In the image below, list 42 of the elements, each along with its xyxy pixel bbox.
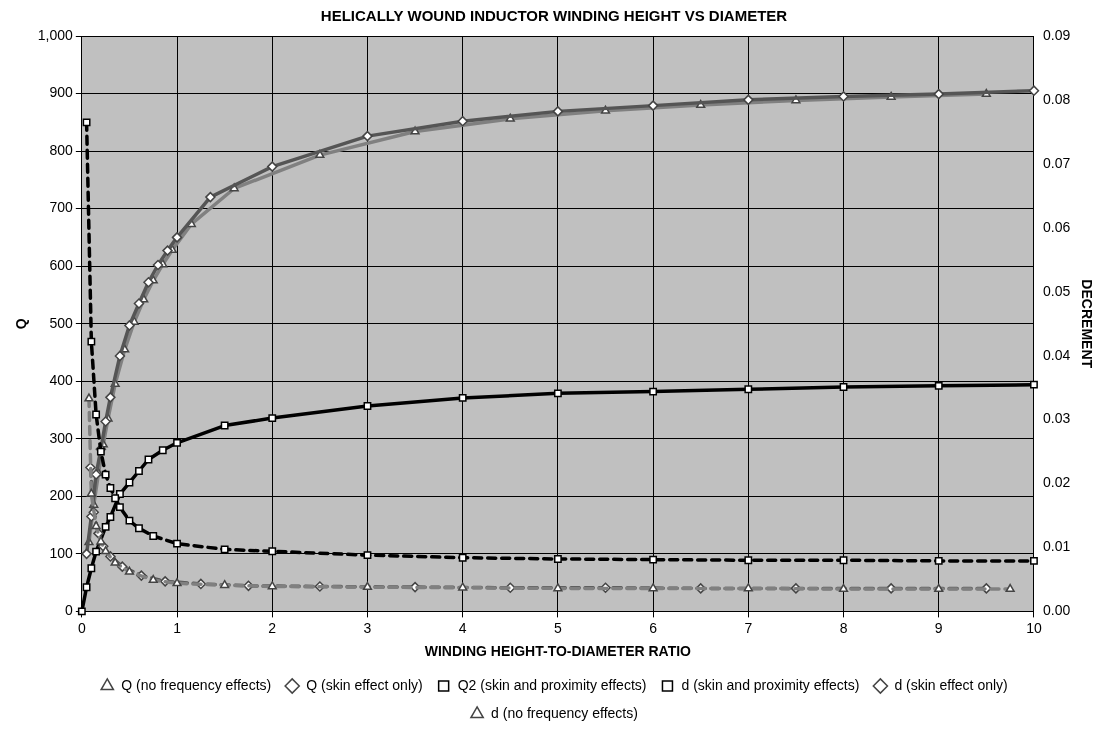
y-tick-label: 0 (65, 602, 74, 619)
y-tick-label: 200 (49, 487, 74, 504)
x-tick-label: 7 (744, 619, 753, 636)
y-axis-title: Q (13, 318, 30, 330)
legend-label: Q (skin effect only) (306, 676, 423, 693)
x-tick-label: 8 (839, 619, 848, 636)
legend-label: Q (no frequency effects) (121, 676, 272, 693)
legend-label: Q2 (skin and proximity effects) (457, 676, 647, 693)
y2-tick-label: 0.00 (1042, 602, 1071, 619)
legend-label: d (skin and proximity effects) (681, 676, 860, 693)
x-tick-label: 5 (553, 619, 562, 636)
y2-tick-label: 0.01 (1042, 538, 1071, 555)
y2-tick-label: 0.07 (1042, 154, 1071, 171)
y2-tick-label: 0.09 (1042, 26, 1071, 43)
x-tick-label: 6 (649, 619, 658, 636)
legend-label: d (skin effect only) (894, 676, 1008, 693)
x-tick-label: 3 (363, 619, 372, 636)
y-tick-label: 1,000 (37, 26, 74, 43)
y-tick-label: 100 (49, 544, 74, 561)
x-tick-label: 9 (934, 619, 943, 636)
legend-label: d (no frequency effects) (491, 704, 638, 721)
y2-axis-title: DECREMENT (1078, 279, 1095, 369)
x-axis-title: WINDING HEIGHT-TO-DIAMETER RATIO (424, 643, 692, 660)
y-tick-label: 700 (49, 199, 74, 216)
x-tick-label: 10 (1026, 619, 1042, 636)
y-tick-label: 300 (49, 429, 74, 446)
x-tick-label: 2 (268, 619, 277, 636)
y2-tick-label: 0.04 (1042, 346, 1071, 363)
y2-tick-label: 0.06 (1042, 218, 1071, 235)
y-tick-label: 500 (49, 314, 74, 331)
chart-title: HELICALLY WOUND INDUCTOR WINDING HEIGHT VS DIAMETER (320, 7, 788, 25)
x-tick-label: 0 (77, 619, 86, 636)
y2-tick-label: 0.02 (1042, 474, 1071, 491)
y-tick-label: 800 (49, 141, 74, 158)
y-tick-label: 900 (49, 84, 74, 101)
y2-tick-label: 0.05 (1042, 282, 1071, 299)
y2-tick-label: 0.08 (1042, 90, 1071, 107)
x-tick-label: 1 (173, 619, 182, 636)
y-tick-label: 600 (49, 257, 74, 274)
y-tick-label: 400 (49, 372, 74, 389)
y2-tick-label: 0.03 (1042, 410, 1071, 427)
x-tick-label: 4 (458, 619, 467, 636)
